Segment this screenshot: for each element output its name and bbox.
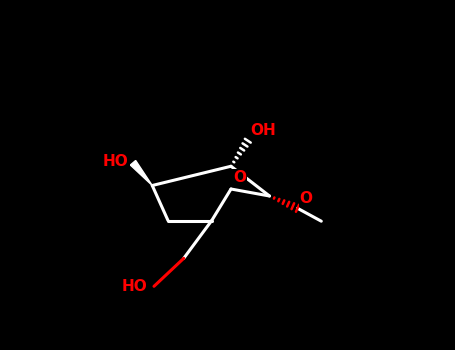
Text: HO: HO <box>103 154 129 169</box>
Text: HO: HO <box>121 279 147 294</box>
Text: OH: OH <box>250 123 276 138</box>
Text: O: O <box>233 170 246 185</box>
Polygon shape <box>130 161 152 186</box>
Text: O: O <box>299 191 313 206</box>
